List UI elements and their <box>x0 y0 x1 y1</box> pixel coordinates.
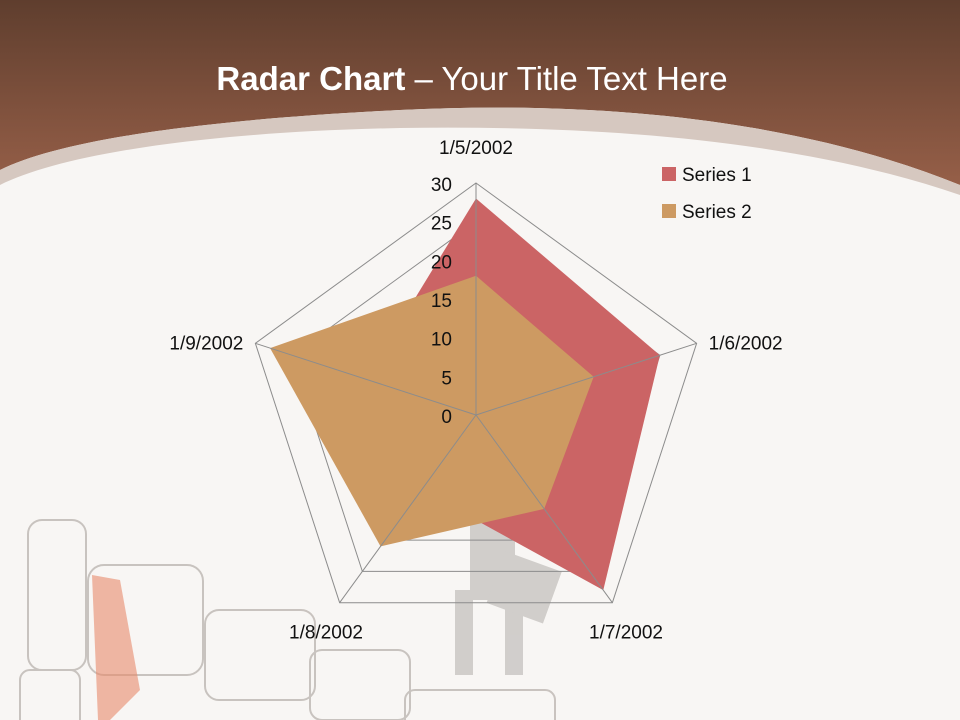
category-label: 1/6/2002 <box>709 333 783 354</box>
tick-label: 20 <box>431 252 452 273</box>
category-label: 1/8/2002 <box>289 623 363 644</box>
tick-label: 0 <box>441 407 452 428</box>
legend-swatch-2 <box>662 204 676 218</box>
axis-spoke <box>339 414 477 603</box>
tick-label: 30 <box>431 175 452 196</box>
axis-spoke <box>475 414 613 603</box>
legend-swatch-1 <box>662 167 676 181</box>
category-label: 1/5/2002 <box>439 138 513 159</box>
header-swoosh <box>0 107 960 195</box>
category-label: 1/9/2002 <box>169 333 243 354</box>
axis-spoke <box>255 342 477 416</box>
pen-illustration <box>92 575 140 720</box>
tick-label: 15 <box>431 291 452 312</box>
legend-label-1: Series 1 <box>682 165 752 186</box>
series-area-2 <box>270 275 594 547</box>
slide-title: Radar Chart – Your Title Text Here <box>216 60 728 97</box>
axis-spoke <box>475 342 697 416</box>
legend-label-2: Series 2 <box>682 202 752 223</box>
tick-label: 10 <box>431 330 452 351</box>
tick-label: 25 <box>431 214 452 235</box>
tick-label: 5 <box>441 368 452 389</box>
background-illustration <box>19 519 556 720</box>
grid-ring <box>254 182 698 604</box>
businessman-illustration <box>455 520 562 675</box>
header-band <box>0 0 960 185</box>
category-label: 1/7/2002 <box>589 623 663 644</box>
